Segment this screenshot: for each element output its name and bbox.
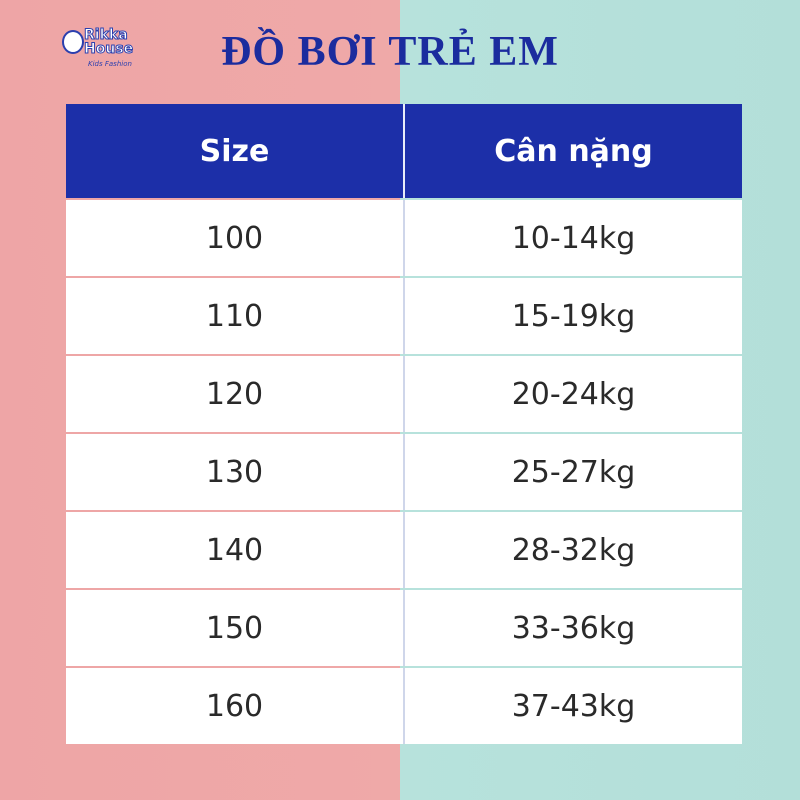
- table-cell: 130: [66, 434, 405, 510]
- table-row: 140 28-32kg: [66, 512, 742, 588]
- table-cell: 28-32kg: [511, 532, 636, 568]
- size-table: Size Cân nặng 100 10-14kg 110 15-19kg 120 20-…: [66, 104, 742, 746]
- table-cell: 15-19kg: [511, 298, 636, 334]
- table-cell: 25-27kg: [511, 454, 636, 490]
- table-row: 110 15-19kg: [66, 278, 742, 354]
- table-cell: 150: [66, 590, 405, 666]
- table-cell: 120: [66, 356, 405, 432]
- table-header: Size Cân nặng: [66, 104, 742, 198]
- table-cell: 37-43kg: [511, 688, 636, 724]
- table-row: 130 25-27kg: [66, 434, 742, 510]
- header-cell: Cân nặng: [494, 133, 653, 169]
- logo-tagline: Kids Fashion: [88, 60, 132, 68]
- logo-line: House: [83, 41, 134, 57]
- table-cell: 160: [66, 668, 405, 744]
- logo-icon: [62, 30, 84, 54]
- logo-line: Rikka: [84, 27, 129, 43]
- table-row: 150 33-36kg: [66, 590, 742, 666]
- title: ĐỒ BƠI TRẺ EM: [221, 29, 559, 75]
- table-cell: 20-24kg: [511, 376, 636, 412]
- table-cell: 33-36kg: [511, 610, 636, 646]
- table-row: 120 20-24kg: [66, 356, 742, 432]
- table-row: 160 37-43kg: [66, 668, 742, 744]
- logo: Rikka House Kids Fashion: [58, 26, 148, 76]
- header-cell: Size: [66, 104, 405, 198]
- table-row: 100 10-14kg: [66, 200, 742, 276]
- table-cell: 100: [66, 200, 405, 276]
- table-cell: 110: [66, 278, 405, 354]
- table-cell: 140: [66, 512, 405, 588]
- table-cell: 10-14kg: [511, 220, 636, 256]
